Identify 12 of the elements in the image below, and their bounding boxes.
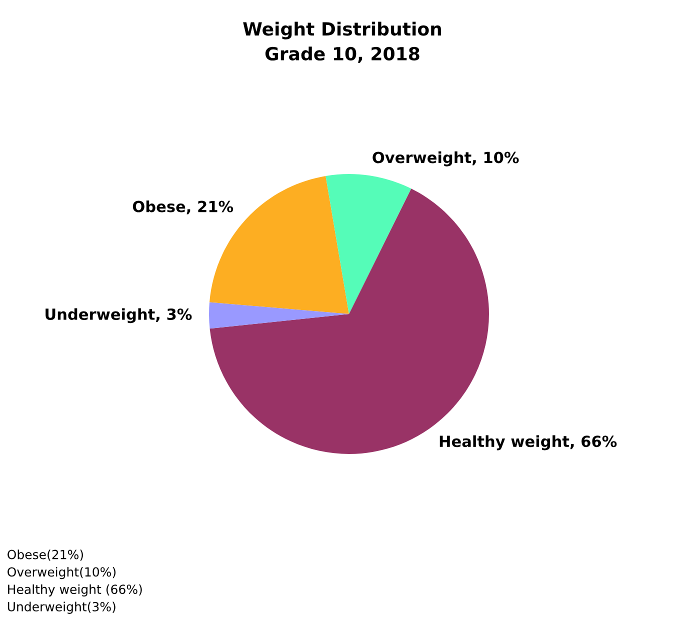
chart-subtitle: Grade 10, 2018 (265, 46, 420, 63)
slice-label: Underweight, 3% (46, 308, 192, 324)
pie-slice (326, 174, 412, 314)
text: Underweight(3%) (8, 602, 116, 614)
slice-label: Healthy weight, 66% (440, 435, 617, 450)
text: Healthy weight (66%) (8, 584, 142, 596)
slice-label: Overweight, 10% (372, 151, 519, 166)
pie-slice (209, 302, 349, 329)
slice-label: Obese, 21% (132, 200, 234, 214)
text: Obese(21%) (8, 550, 83, 561)
text: Overweight(10%) (8, 566, 116, 580)
chart-title: Weight Distribution (243, 22, 442, 40)
